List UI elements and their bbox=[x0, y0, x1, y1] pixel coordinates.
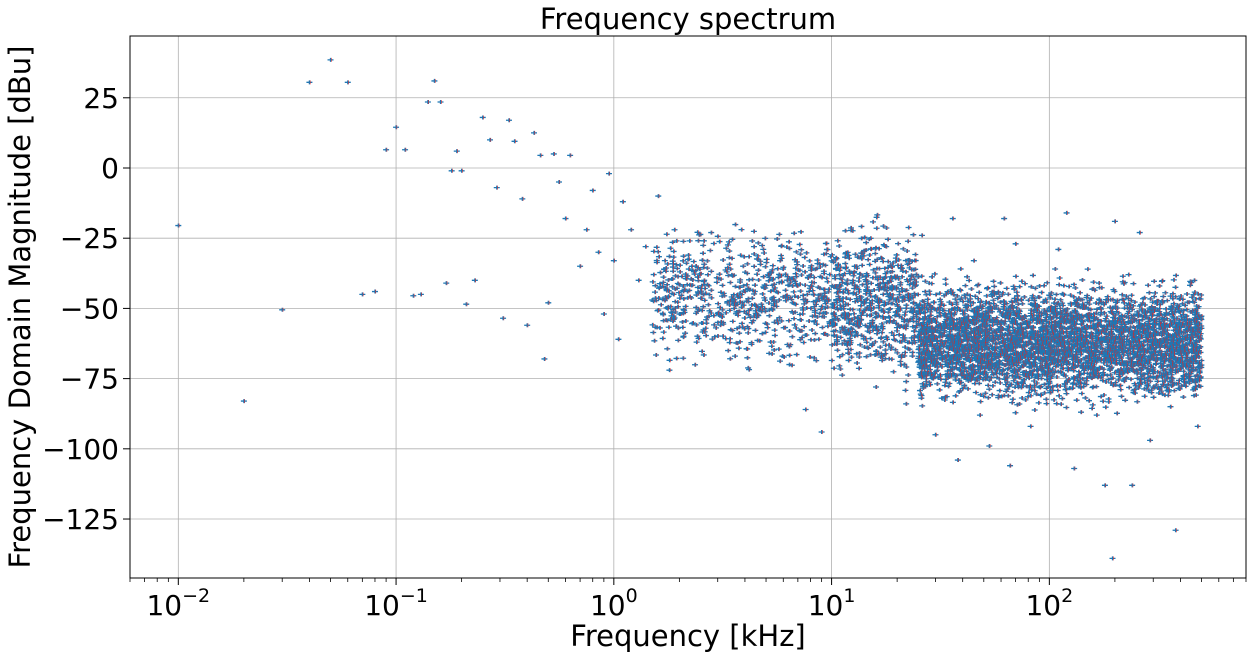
frequency-spectrum-chart: 10−2 10−1 100 101 102250−25−50−75−100−125 Fr… bbox=[0, 0, 1252, 659]
